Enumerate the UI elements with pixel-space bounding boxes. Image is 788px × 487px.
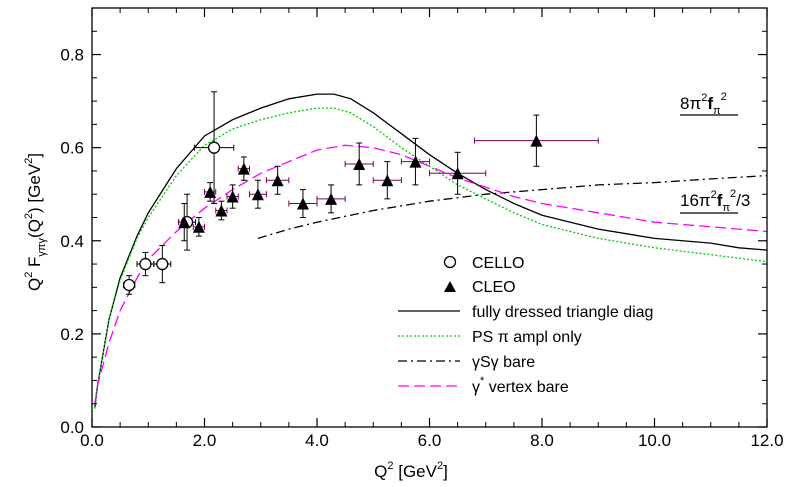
y-axis-title: Q2 Fγπγ(Q2) [GeV2] xyxy=(23,153,48,291)
y-tick-label: 0.6 xyxy=(60,139,84,158)
error-bar-layer xyxy=(124,92,599,295)
svg-text:8π2fπ2: 8π2fπ2 xyxy=(680,91,727,117)
x-tick-label: 12.0 xyxy=(750,431,783,450)
data-point-cello xyxy=(209,142,220,153)
curve-vertex-bare xyxy=(95,145,767,403)
y-tick-label: 0.2 xyxy=(60,325,84,344)
legend-item-ps-pi: PS π ampl only xyxy=(398,329,582,346)
legend-item-gamma-s-gamma: γSγ bare xyxy=(398,354,535,371)
x-tick-label: 8.0 xyxy=(530,431,554,450)
annotation-16pi2fpi2-over-3: 16π2fπ2/3 xyxy=(680,188,750,214)
legend-item-gamma-star-vertex: γ* vertex bare xyxy=(398,375,569,396)
legend: CELLO CLEO fully dressed triangle diag P… xyxy=(398,255,653,396)
x-axis-title: Q2 [GeV2] xyxy=(374,460,448,481)
y-tick-label: 0.4 xyxy=(60,232,84,251)
x-tick-label: 6.0 xyxy=(418,431,442,450)
y-tick-label: 0.8 xyxy=(60,46,84,65)
data-point-cello xyxy=(157,259,168,270)
svg-text:CELLO: CELLO xyxy=(472,255,524,272)
legend-item-cleo: CLEO xyxy=(444,279,516,296)
legend-item-fully-dressed: fully dressed triangle diag xyxy=(398,304,653,321)
legend-item-cello: CELLO xyxy=(445,255,525,272)
svg-text:γ* vertex bare: γ* vertex bare xyxy=(472,375,569,396)
data-point-cello xyxy=(140,259,151,270)
svg-text:γSγ bare: γSγ bare xyxy=(472,354,535,371)
axes-layer: 0.0 2.0 4.0 6.0 8.0 10.0 12.00.00.20.40.60.8 xyxy=(60,8,783,450)
svg-text:fully dressed triangle diag: fully dressed triangle diag xyxy=(472,304,653,321)
data-point-cello xyxy=(124,280,135,291)
annotation-8pi2fpi2: 8π2fπ2 xyxy=(680,91,738,117)
y-tick-label: 0.0 xyxy=(60,418,84,437)
svg-text:16π2fπ2/3: 16π2fπ2/3 xyxy=(680,188,750,214)
curve-ps-ampl-only xyxy=(95,108,767,408)
svg-text:CLEO: CLEO xyxy=(472,279,516,296)
svg-text:PS π ampl only: PS π ampl only xyxy=(472,329,582,346)
x-tick-label: 4.0 xyxy=(305,431,329,450)
x-tick-label: 10.0 xyxy=(638,431,671,450)
x-tick-label: 2.0 xyxy=(193,431,217,450)
